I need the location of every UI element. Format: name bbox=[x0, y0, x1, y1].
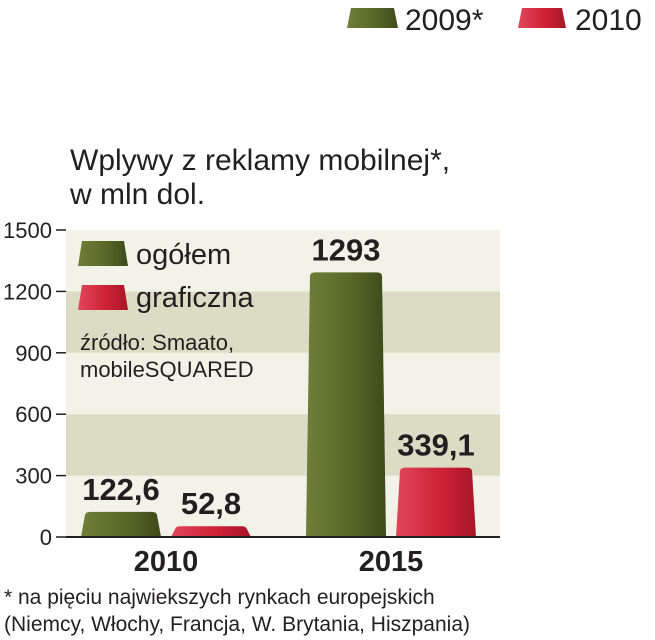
source-line-2: mobileSQUARED bbox=[80, 357, 254, 382]
legend-label-graficzna: graficzna bbox=[136, 282, 255, 314]
value-labels: 122,6 52,8 1293 339,1 bbox=[82, 232, 475, 521]
legend-label-ogolem: ogółem bbox=[136, 239, 231, 271]
footnote-line-2: (Niemcy, Włochy, Francja, W. Brytania, H… bbox=[4, 613, 470, 636]
y-tick-label: 1200 bbox=[3, 279, 52, 304]
grid-bands bbox=[66, 230, 500, 537]
source-line-1: źródło: Smaato, bbox=[80, 330, 234, 355]
bar-graficzna-2015 bbox=[396, 467, 476, 537]
chart-title-line-1: Wplywy z reklamy mobilnej*, bbox=[70, 144, 450, 177]
grid-band bbox=[66, 291, 500, 353]
legend-label-2010: 2010 bbox=[575, 4, 642, 37]
legend-label-2009: 2009* bbox=[405, 4, 484, 37]
top-legend: 2009* 2010 bbox=[347, 4, 642, 37]
bar-graficzna-2010 bbox=[171, 526, 251, 537]
legend-swatch-graficzna bbox=[78, 285, 128, 310]
value-label: 122,6 bbox=[82, 472, 160, 507]
value-label: 339,1 bbox=[397, 428, 475, 463]
grid-band bbox=[66, 352, 500, 415]
y-tick-label: 1500 bbox=[3, 218, 52, 243]
bar-ogolem-2015 bbox=[306, 272, 386, 537]
y-tick-label: 600 bbox=[15, 402, 52, 427]
chart-title-line-2: w mln dol. bbox=[69, 178, 205, 211]
footnote-line-1: * na pięciu najwiekszych rynkach europej… bbox=[4, 586, 435, 609]
x-category-label: 2015 bbox=[359, 546, 424, 578]
y-tick-label: 0 bbox=[40, 525, 52, 550]
grid-band bbox=[66, 414, 500, 476]
x-category-label: 2010 bbox=[134, 546, 199, 578]
y-tick-label: 900 bbox=[15, 341, 52, 366]
plot-area: 0 300 600 900 1200 1500 122,6 52,8 1293 339,1 20… bbox=[3, 218, 500, 578]
grid-band bbox=[66, 230, 500, 292]
legend-swatch-2009 bbox=[347, 8, 398, 28]
series-legend: ogółem graficzna bbox=[78, 239, 255, 314]
bar-ogolem-2010 bbox=[81, 511, 161, 537]
legend-swatch-2010 bbox=[518, 8, 566, 28]
x-axis-categories: 2010 2015 bbox=[134, 546, 424, 578]
value-label: 1293 bbox=[312, 232, 381, 267]
legend-swatch-ogolem bbox=[78, 241, 128, 266]
bars bbox=[81, 272, 476, 537]
y-axis-ticks: 0 300 600 900 1200 1500 bbox=[3, 218, 66, 550]
y-tick-label: 300 bbox=[15, 464, 52, 489]
value-label: 52,8 bbox=[181, 486, 241, 521]
